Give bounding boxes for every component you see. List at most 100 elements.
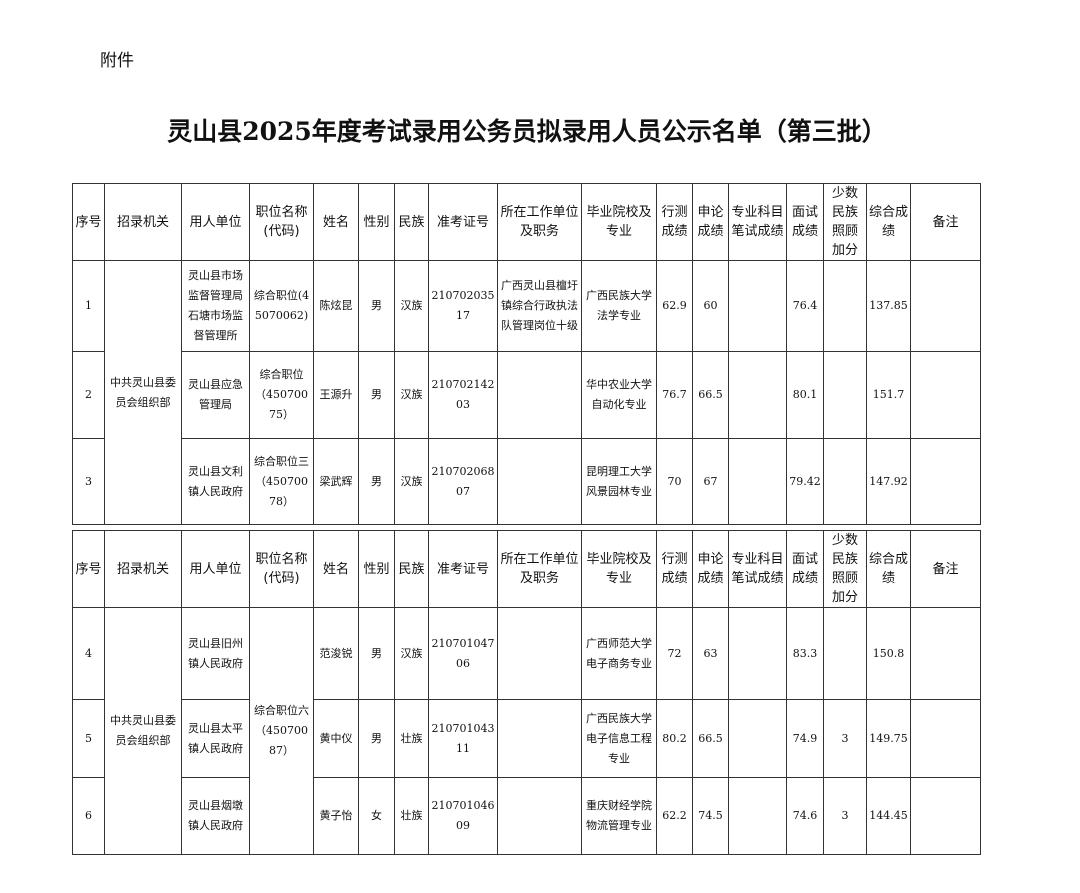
empty-cell bbox=[728, 351, 787, 439]
empty-cell bbox=[910, 351, 981, 439]
data-table: 序号 招录机关 用人单位 职位名称(代码) 姓名 性别 民族 准考证号 所在工作单位及职务 毕业院… bbox=[72, 183, 981, 525]
cell: 汉族 bbox=[394, 351, 429, 439]
cell: 广西民族大学电子信息工程专业 bbox=[581, 699, 657, 778]
empty-cell bbox=[728, 777, 787, 855]
column-header: 职位名称(代码) bbox=[249, 530, 314, 608]
cell: 74.5 bbox=[692, 777, 729, 855]
cell: 21070203517 bbox=[428, 260, 498, 352]
cell: 灵山县应急管理局 bbox=[181, 351, 250, 439]
table-row: 5 灵山县太平镇人民政府 黄中仪男壮族 21070104311 广西民族大学电子信息工程… bbox=[72, 699, 981, 778]
cell: 女 bbox=[358, 777, 395, 855]
cell: 70 bbox=[656, 438, 693, 525]
column-header: 综合成绩 bbox=[866, 183, 911, 261]
cell: 21070214203 bbox=[428, 351, 498, 439]
column-header: 少数民族照顾加分 bbox=[823, 530, 867, 608]
column-header: 专业科目笔试成绩 bbox=[728, 530, 787, 608]
column-header: 行测成绩 bbox=[656, 183, 693, 261]
column-header: 姓名 bbox=[313, 183, 359, 261]
merged-cell: 中共灵山县委员会组织部 bbox=[104, 607, 182, 855]
cell: 男 bbox=[358, 351, 395, 439]
cell: 梁武辉 bbox=[313, 438, 359, 525]
cell: 62.9 bbox=[656, 260, 693, 352]
empty-cell bbox=[910, 607, 981, 700]
column-header: 面试成绩 bbox=[786, 183, 824, 261]
cell: 60 bbox=[692, 260, 729, 352]
table-row: 1 中共灵山县委员会组织部 灵山县市场监督管理局石塘市场监督管理所 综合职位(4507… bbox=[72, 260, 981, 525]
column-header: 毕业院校及专业 bbox=[581, 183, 657, 261]
cell: 综合职位(45070062) bbox=[249, 260, 314, 352]
column-header: 用人单位 bbox=[181, 183, 250, 261]
cell: 黄中仪 bbox=[313, 699, 359, 778]
column-header: 性别 bbox=[358, 183, 395, 261]
empty-cell bbox=[910, 777, 981, 855]
column-header: 所在工作单位及职务 bbox=[497, 183, 582, 261]
cell: 灵山县烟墩镇人民政府 bbox=[181, 777, 250, 855]
header-row: 序号 招录机关 用人单位 职位名称(代码) 姓名 性别 民族 准考证号 所在工作单位及职务 毕业院… bbox=[72, 183, 981, 261]
cell: 灵山县旧州镇人民政府 bbox=[181, 607, 250, 700]
cell: 76.4 bbox=[786, 260, 824, 352]
column-header: 性别 bbox=[358, 530, 395, 608]
cell: 1 bbox=[72, 260, 105, 352]
cell: 147.92 bbox=[866, 438, 911, 525]
cell: 昆明理工大学风景园林专业 bbox=[581, 438, 657, 525]
cell: 21070104706 bbox=[428, 607, 498, 700]
empty-cell bbox=[823, 351, 867, 439]
empty-cell bbox=[497, 607, 582, 700]
column-header: 备注 bbox=[910, 183, 981, 261]
table-row: 4 中共灵山县委员会组织部 灵山县旧州镇人民政府 综合职位六（45070087） 范浚锐… bbox=[72, 607, 981, 855]
cell: 74.6 bbox=[786, 777, 824, 855]
cell: 男 bbox=[358, 260, 395, 352]
cell: 汉族 bbox=[394, 607, 429, 700]
empty-cell bbox=[497, 699, 582, 778]
cell: 壮族 bbox=[394, 699, 429, 778]
column-header: 用人单位 bbox=[181, 530, 250, 608]
document-title: 灵山县2025年度考试录用公务员拟录用人员公示名单（第三批） bbox=[167, 117, 887, 146]
cell: 63 bbox=[692, 607, 729, 700]
empty-cell bbox=[823, 260, 867, 352]
cell: 华中农业大学自动化专业 bbox=[581, 351, 657, 439]
cell: 重庆财经学院物流管理专业 bbox=[581, 777, 657, 855]
cell: 陈炫昆 bbox=[313, 260, 359, 352]
merged-cell: 综合职位六（45070087） bbox=[249, 607, 314, 855]
cell: 汉族 bbox=[394, 260, 429, 352]
column-header: 序号 bbox=[72, 183, 105, 261]
cell: 3 bbox=[823, 699, 867, 778]
cell: 壮族 bbox=[394, 777, 429, 855]
cell: 2 bbox=[72, 351, 105, 439]
cell: 黄子怡 bbox=[313, 777, 359, 855]
cell: 74.9 bbox=[786, 699, 824, 778]
cell: 男 bbox=[358, 607, 395, 700]
cell: 149.75 bbox=[866, 699, 911, 778]
table-row: 6 灵山县烟墩镇人民政府 黄子怡女壮族 21070104609 重庆财经学院物流管理专业… bbox=[72, 777, 981, 855]
cell: 80.2 bbox=[656, 699, 693, 778]
empty-cell bbox=[910, 260, 981, 352]
merged-cell: 中共灵山县委员会组织部 bbox=[104, 260, 182, 525]
cell: 王源升 bbox=[313, 351, 359, 439]
empty-cell bbox=[497, 777, 582, 855]
column-header: 申论成绩 bbox=[692, 183, 729, 261]
cell: 灵山县文利镇人民政府 bbox=[181, 438, 250, 525]
cell: 72 bbox=[656, 607, 693, 700]
column-header: 准考证号 bbox=[428, 530, 498, 608]
cell: 范浚锐 bbox=[313, 607, 359, 700]
cell: 66.5 bbox=[692, 699, 729, 778]
empty-cell bbox=[823, 438, 867, 525]
cell: 男 bbox=[358, 438, 395, 525]
cell: 144.45 bbox=[866, 777, 911, 855]
column-header: 专业科目笔试成绩 bbox=[728, 183, 787, 261]
column-header: 面试成绩 bbox=[786, 530, 824, 608]
attachment-label: 附件 bbox=[100, 51, 134, 71]
empty-cell bbox=[823, 607, 867, 700]
column-header: 民族 bbox=[394, 530, 429, 608]
column-header: 准考证号 bbox=[428, 183, 498, 261]
cell: 灵山县市场监督管理局石塘市场监督管理所 bbox=[181, 260, 250, 352]
column-header: 所在工作单位及职务 bbox=[497, 530, 582, 608]
column-header: 申论成绩 bbox=[692, 530, 729, 608]
cell: 150.8 bbox=[866, 607, 911, 700]
empty-cell bbox=[728, 607, 787, 700]
column-header: 姓名 bbox=[313, 530, 359, 608]
cell: 67 bbox=[692, 438, 729, 525]
empty-cell bbox=[910, 438, 981, 525]
column-header: 序号 bbox=[72, 530, 105, 608]
data-table: 序号 招录机关 用人单位 职位名称(代码) 姓名 性别 民族 准考证号 所在工作单位及职务 毕业院… bbox=[72, 530, 981, 855]
